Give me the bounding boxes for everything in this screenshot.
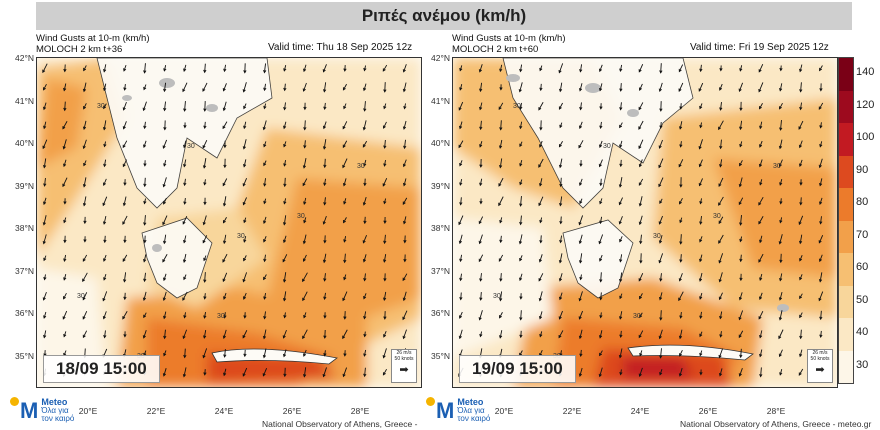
contour-label: 30 — [187, 143, 195, 150]
colorbar-level-label: 90 — [856, 163, 869, 176]
meteo-logo-2: M Meteo Όλα για τον καιρό — [426, 396, 490, 423]
panel-1-valid-time: Valid time: Thu 18 Sep 2025 12z — [268, 42, 413, 53]
contour-label: 30 — [237, 233, 245, 240]
contour-label: 30 — [513, 103, 521, 110]
panel-1-date-label: 18/09 15:00 — [43, 355, 160, 383]
panel-1-header: Wind Gusts at 10-m (km/h) MOLOCH 2 km t+… — [36, 33, 150, 55]
contour-label: 30 — [773, 163, 781, 170]
footer-credit-1: National Observatory of Athens, Greece - — [262, 419, 418, 429]
latitude-label: 37°N — [431, 265, 450, 276]
colorbar-segment — [839, 285, 853, 318]
panel-2-scale-box: 26 m/s 50 knots ➡ — [807, 349, 833, 383]
contour-label: 30 — [297, 213, 305, 220]
meteo-logo-mark-icon: M — [426, 396, 454, 421]
latitude-label: 36°N — [15, 308, 34, 318]
longitude-label: 26°E — [698, 406, 718, 416]
contour-label: 30 — [713, 213, 721, 220]
contour-label: 30 — [217, 313, 225, 320]
colorbar-segment — [839, 253, 853, 286]
meteo-logo-1: M Meteo Όλα για τον καιρό — [10, 396, 74, 423]
colorbar-level-label: 80 — [856, 196, 869, 209]
latitude-label: 42°N — [15, 53, 34, 63]
wind-gust-map-1: 3030303030303030 18/09 15:00 26 m/s 50 k… — [36, 57, 422, 388]
longitude-label: 20°E — [78, 406, 98, 416]
panel-2-variable: Wind Gusts at 10-m (km/h) — [452, 33, 566, 44]
latitude-label: 36°N — [431, 308, 450, 318]
colorbar-segment — [839, 90, 853, 123]
latitude-label: 40°N — [431, 138, 450, 148]
colorbar-level-label: 140 — [856, 66, 875, 79]
colorbar-segment — [839, 155, 853, 188]
panel-2-valid-time: Valid time: Fri 19 Sep 2025 12z — [690, 42, 829, 53]
page-title: Ριπές ανέμου (km/h) — [36, 2, 852, 30]
latitude-label: 35°N — [431, 350, 450, 361]
panel-2-model: MOLOCH 2 km t+60 — [452, 44, 539, 55]
latitude-label: 37°N — [15, 265, 34, 276]
panel-1-variable: Wind Gusts at 10-m (km/h) — [36, 33, 150, 44]
latitude-label: 39°N — [431, 180, 450, 191]
colorbar-level-label: 60 — [856, 261, 869, 274]
latitude-label: 40°N — [15, 138, 34, 148]
colorbar-level-label: 40 — [856, 326, 869, 339]
longitude-label: 28°E — [766, 406, 786, 416]
latitude-label: 41°N — [15, 95, 34, 106]
contour-label: 30 — [357, 163, 365, 170]
longitude-label: 24°E — [630, 406, 650, 416]
contour-label: 30 — [653, 233, 661, 240]
reference-arrow-icon: ➡ — [399, 364, 409, 376]
longitude-label: 24°E — [214, 406, 234, 416]
colorbar-level-label: 120 — [856, 98, 875, 111]
longitude-label: 22°E — [146, 406, 166, 416]
reference-arrow-icon: ➡ — [815, 364, 825, 376]
colorbar-level-label: 100 — [856, 131, 875, 144]
latitude-label: 35°N — [15, 350, 34, 361]
latitude-label: 38°N — [15, 223, 34, 233]
latitude-label: 38°N — [431, 223, 450, 233]
longitude-label: 20°E — [494, 406, 514, 416]
latitude-label: 42°N — [431, 53, 450, 63]
longitude-label: 26°E — [282, 406, 302, 416]
colorbar — [838, 57, 854, 384]
colorbar-level-label: 70 — [856, 228, 869, 241]
contour-label: 30 — [633, 313, 641, 320]
colorbar-segment — [839, 123, 853, 156]
footer-credit-2: National Observatory of Athens, Greece -… — [680, 419, 872, 429]
colorbar-segment — [839, 58, 853, 91]
contour-label: 30 — [603, 143, 611, 150]
contour-label: 30 — [97, 103, 105, 110]
meteo-logo-mark-icon: M — [10, 396, 38, 421]
colorbar-segment — [839, 188, 853, 221]
contour-label: 30 — [493, 293, 501, 300]
colorbar-segment — [839, 318, 853, 351]
colorbar-segment — [839, 220, 853, 253]
colorbar-level-label: 50 — [856, 293, 869, 306]
contour-label: 30 — [77, 293, 85, 300]
panel-1-model: MOLOCH 2 km t+36 — [36, 44, 123, 55]
colorbar-level-label: 30 — [856, 358, 869, 371]
panel-2-date-label: 19/09 15:00 — [459, 355, 576, 383]
wind-gust-map-2: 3030303030303030 19/09 15:00 26 m/s 50 k… — [452, 57, 838, 388]
latitude-label: 41°N — [431, 95, 450, 106]
latitude-label: 39°N — [15, 180, 34, 191]
panel-2-header: Wind Gusts at 10-m (km/h) MOLOCH 2 km t+… — [452, 33, 566, 55]
colorbar-segment — [839, 350, 853, 383]
longitude-label: 22°E — [562, 406, 582, 416]
panel-1-scale-box: 26 m/s 50 knots ➡ — [391, 349, 417, 383]
longitude-label: 28°E — [350, 406, 370, 416]
